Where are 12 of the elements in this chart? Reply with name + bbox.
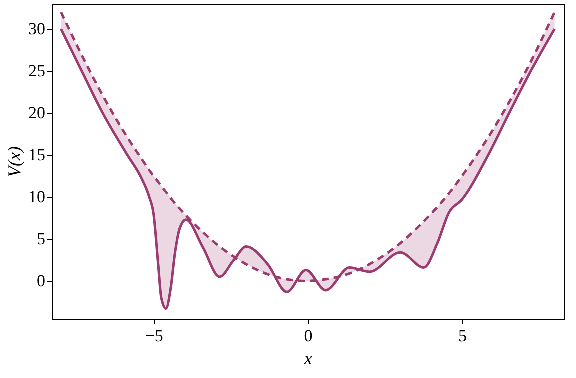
y-tick-label: 20 <box>28 104 46 123</box>
y-tick-label: 10 <box>28 188 46 207</box>
x-tick-label: 0 <box>304 326 313 346</box>
y-tick-label: 0 <box>37 272 46 291</box>
x-tick-label: −5 <box>145 326 164 346</box>
y-tick-label: 30 <box>28 20 46 39</box>
y-tick-label: 5 <box>37 230 46 249</box>
y-tick-label: 15 <box>28 146 46 165</box>
x-axis-title: x <box>304 348 312 368</box>
y-axis-title: V(x) <box>4 146 24 178</box>
x-tick-label: 5 <box>458 326 467 346</box>
y-tick-label: 25 <box>28 62 46 81</box>
